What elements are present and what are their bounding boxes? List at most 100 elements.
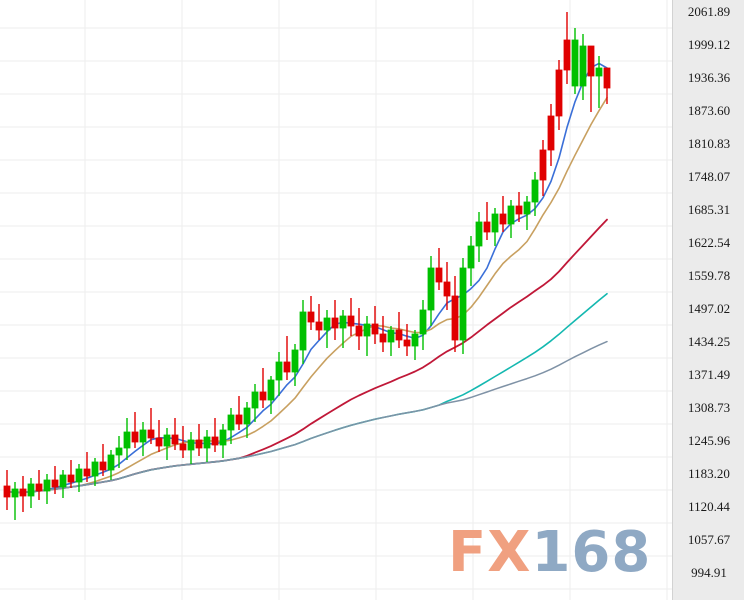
candle-body (171, 434, 179, 445)
candle-body (59, 474, 67, 488)
candle-body (507, 205, 515, 225)
candle-body (467, 245, 475, 269)
candle-body (67, 474, 75, 483)
candle-body (267, 379, 275, 401)
chart-plot-area[interactable] (0, 0, 672, 600)
candle-body (275, 361, 283, 381)
candle-body (579, 45, 587, 87)
price-axis-tick: 1999.12 (687, 37, 731, 52)
price-axis-tick: 1245.96 (687, 433, 731, 448)
candle-body (195, 439, 203, 449)
candle-body (491, 213, 499, 233)
candle-body (291, 349, 299, 373)
price-axis-tick: 1497.02 (687, 301, 731, 316)
candle-body (35, 483, 43, 492)
candle-body (83, 468, 91, 477)
candle-body (531, 179, 539, 203)
candle-body (219, 429, 227, 446)
price-axis-tick: 1057.67 (687, 532, 731, 547)
candle-body (403, 339, 411, 347)
candle-body (51, 479, 59, 488)
candle-body (139, 429, 147, 443)
candle-body (563, 39, 571, 71)
price-axis-tick: 1559.78 (687, 268, 731, 283)
candle-body (555, 69, 563, 117)
candle-body (499, 213, 507, 225)
moving-average-lines (6, 62, 608, 494)
candlestick-plot (0, 0, 672, 600)
candle-body (147, 429, 155, 439)
candle-body (379, 333, 387, 343)
candle-body (603, 67, 611, 89)
candle-body (443, 281, 451, 297)
candle-body (187, 439, 195, 451)
candle-body (179, 443, 187, 451)
candle-body (315, 321, 323, 331)
ma-tan (54, 96, 608, 490)
candle-body (547, 115, 555, 151)
candle-body (483, 221, 491, 233)
candle-body (211, 436, 219, 446)
candle-body (475, 221, 483, 247)
candle-body (203, 436, 211, 449)
price-axis-tick: 1622.54 (687, 235, 731, 250)
candle-body (259, 391, 267, 401)
price-axis-tick: 1810.83 (687, 136, 731, 151)
price-axis-tick: 1308.73 (687, 400, 731, 415)
candle-body (131, 431, 139, 443)
candle-body (27, 483, 35, 497)
candle-body (3, 485, 11, 498)
candle-body (235, 414, 243, 425)
price-axis-tick: 1120.44 (688, 499, 730, 514)
price-axis-tick: 1434.25 (687, 334, 731, 349)
candle-body (243, 407, 251, 425)
candle-body (387, 329, 395, 343)
candle-body (43, 479, 51, 492)
candle-body (107, 454, 115, 471)
candle-body (283, 361, 291, 373)
price-axis-tick: 994.91 (691, 565, 727, 580)
candle-body (363, 323, 371, 337)
candlesticks (3, 12, 611, 520)
candle-body (435, 267, 443, 283)
ma-steel (6, 340, 608, 494)
candle-body (99, 461, 107, 471)
candle-body (347, 315, 355, 327)
price-axis-tick: 1748.07 (687, 169, 731, 184)
ma-blue (30, 62, 608, 493)
candle-body (339, 315, 347, 329)
candle-body (307, 311, 315, 323)
price-axis-tick: 1183.20 (688, 466, 730, 481)
candle-body (419, 309, 427, 335)
candle-body (91, 461, 99, 477)
candle-body (163, 434, 171, 447)
candle-body (123, 431, 131, 449)
candle-body (515, 205, 523, 215)
candle-body (587, 45, 595, 77)
price-axis-tick: 1685.31 (687, 202, 731, 217)
candle-body (299, 311, 307, 351)
candle-body (595, 67, 603, 77)
candle-body (251, 391, 259, 409)
price-axis-tick: 2061.89 (687, 4, 731, 19)
candle-body (539, 149, 547, 181)
candle-body (395, 329, 403, 341)
price-axis-tick: 1371.49 (687, 367, 731, 382)
price-axis-tick: 1936.36 (687, 70, 731, 85)
candle-body (11, 488, 19, 498)
candle-body (115, 447, 123, 456)
candle-body (155, 437, 163, 447)
price-axis-tick: 1873.60 (687, 103, 731, 118)
candle-body (427, 267, 435, 311)
price-axis[interactable]: 2061.89 1999.12 1936.36 1873.60 1810.83 1748.… (672, 0, 744, 600)
candle-body (523, 201, 531, 215)
grid-lines (0, 0, 672, 600)
candle-body (411, 333, 419, 347)
candle-body (19, 488, 27, 497)
candle-body (75, 468, 83, 483)
candle-body (459, 267, 467, 341)
candle-body (227, 414, 235, 431)
candle-body (571, 39, 579, 87)
candle-body (355, 325, 363, 337)
